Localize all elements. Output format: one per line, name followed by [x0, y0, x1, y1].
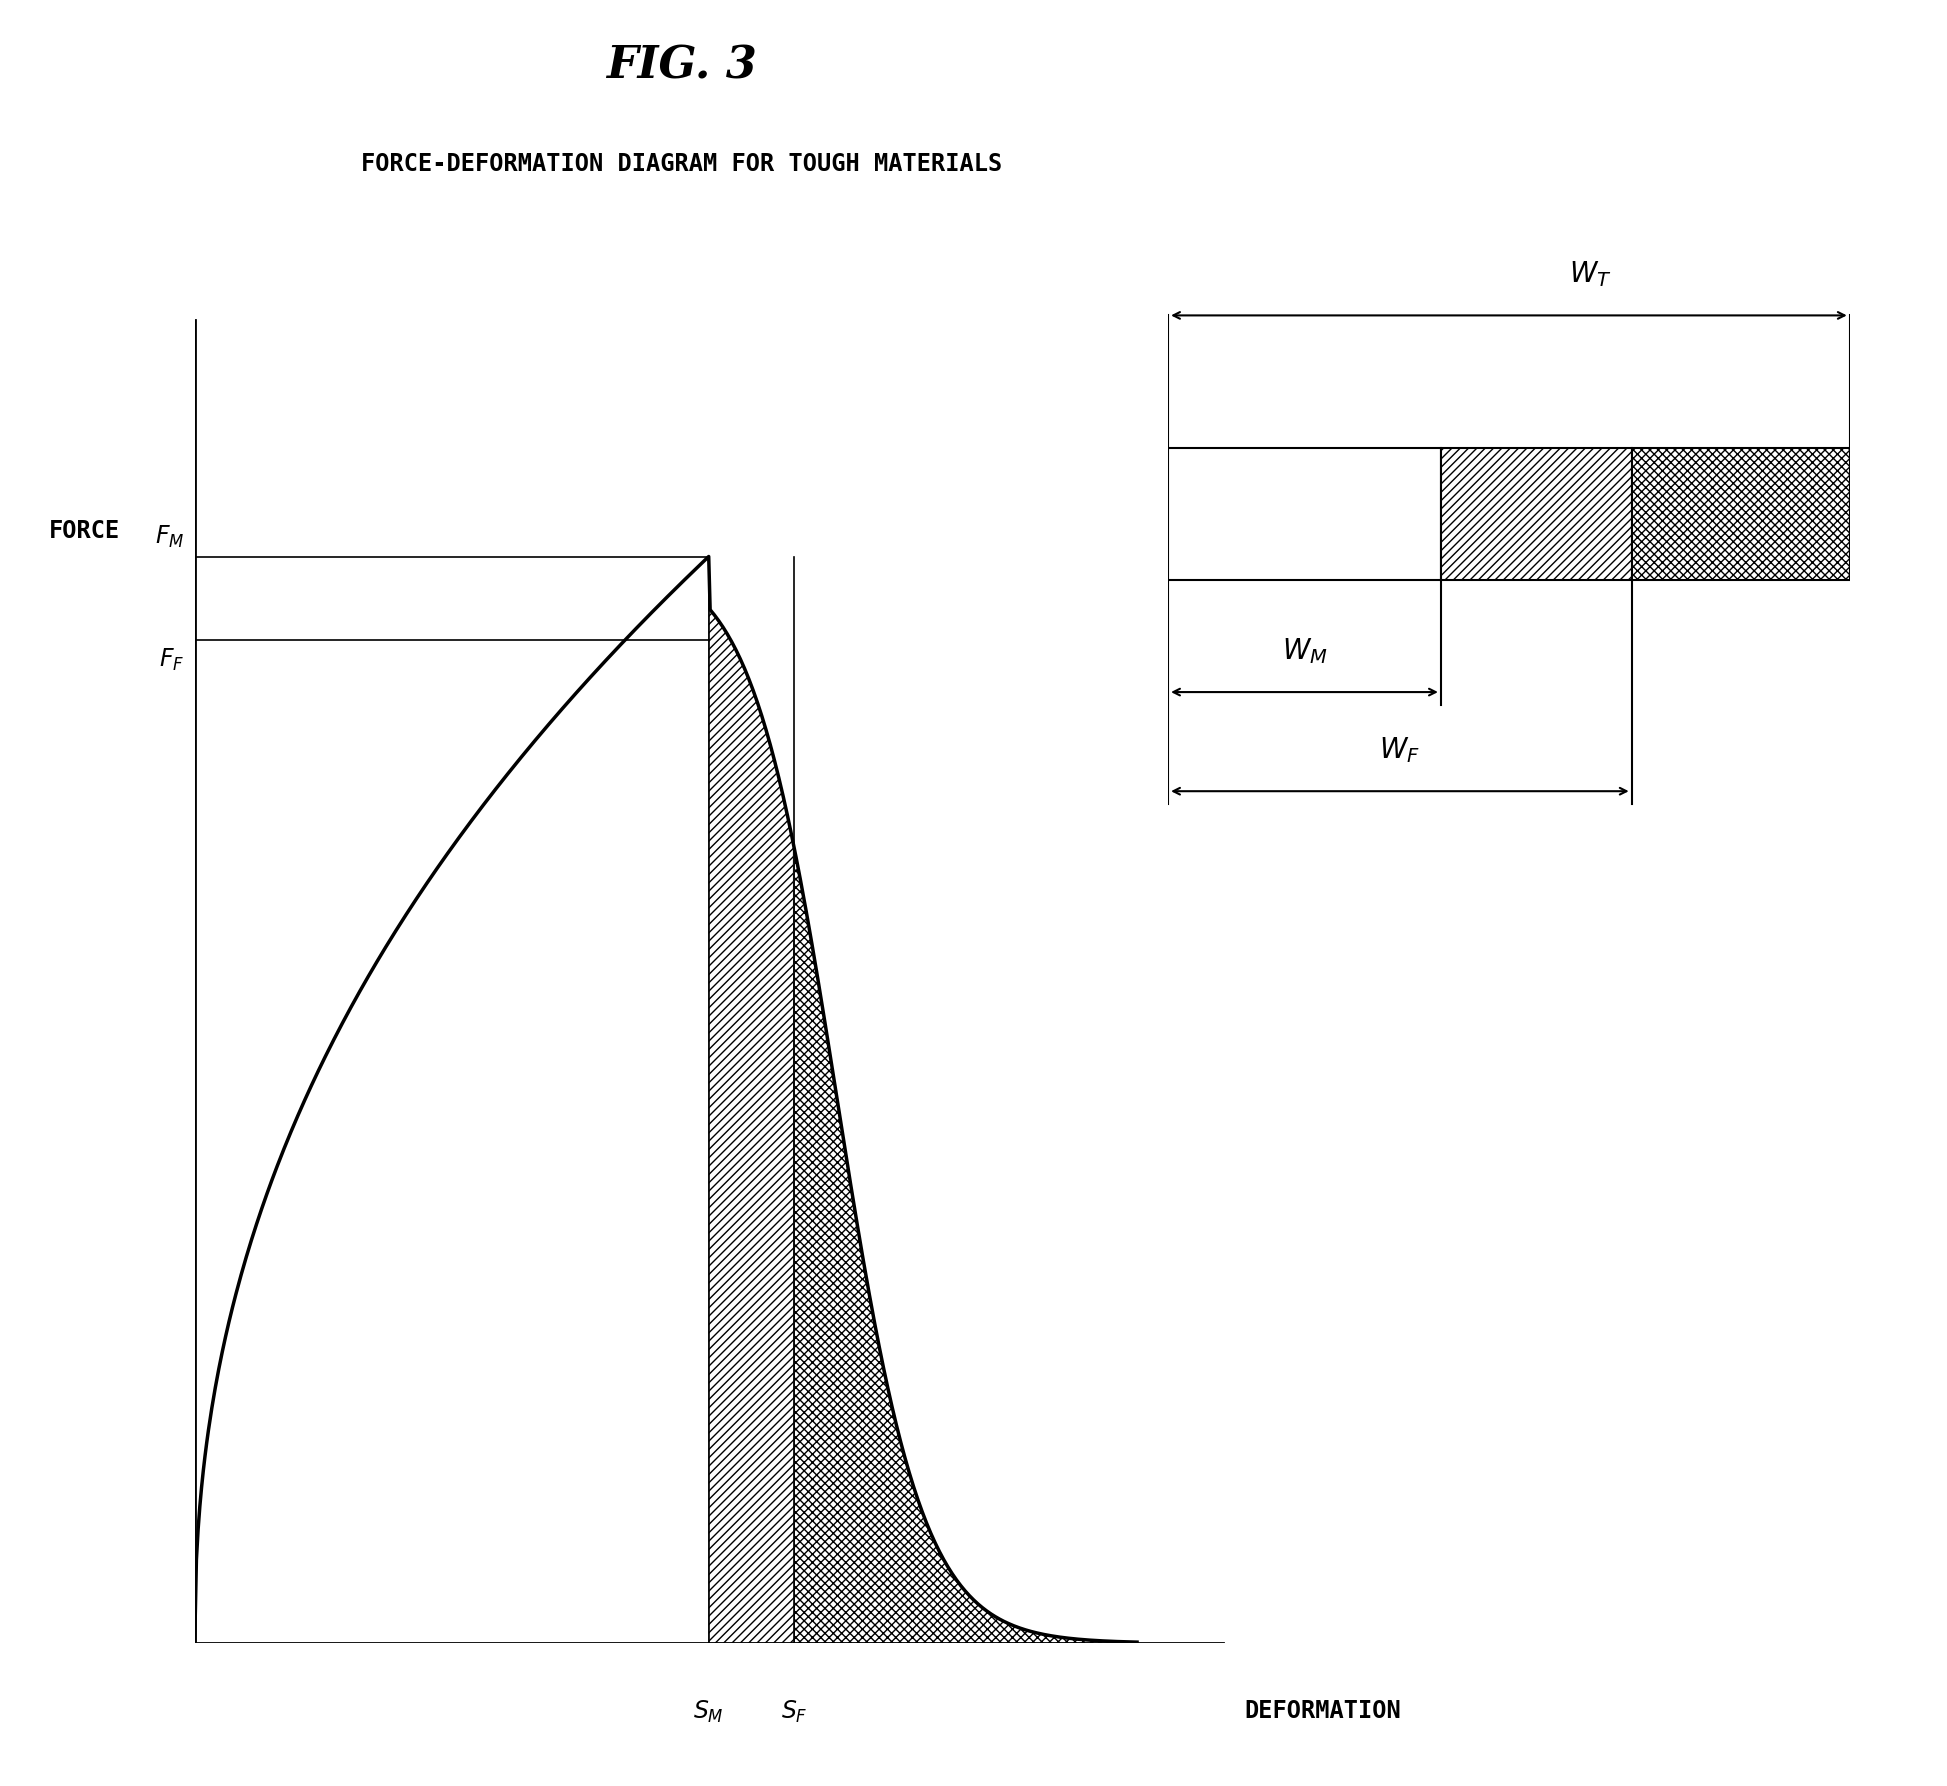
Text: $S_F$: $S_F$ [781, 1698, 808, 1725]
Bar [1168, 448, 1441, 580]
Text: FORCE-DEFORMATION DIAGRAM FOR TOUGH MATERIALS: FORCE-DEFORMATION DIAGRAM FOR TOUGH MATE… [360, 152, 1003, 175]
Text: $F_M$: $F_M$ [154, 523, 185, 550]
Bar [1632, 448, 1850, 580]
Text: FORCE: FORCE [49, 518, 121, 543]
Bar [1441, 448, 1632, 580]
Text: $S_M$: $S_M$ [693, 1698, 724, 1725]
Text: $W_T$: $W_T$ [1569, 259, 1612, 289]
Text: DEFORMATION: DEFORMATION [1244, 1698, 1402, 1723]
Text: FIG. 3: FIG. 3 [606, 45, 757, 88]
Text: $F_F$: $F_F$ [160, 647, 185, 673]
Text: $W_F$: $W_F$ [1378, 736, 1421, 764]
Text: $W_M$: $W_M$ [1281, 636, 1328, 666]
